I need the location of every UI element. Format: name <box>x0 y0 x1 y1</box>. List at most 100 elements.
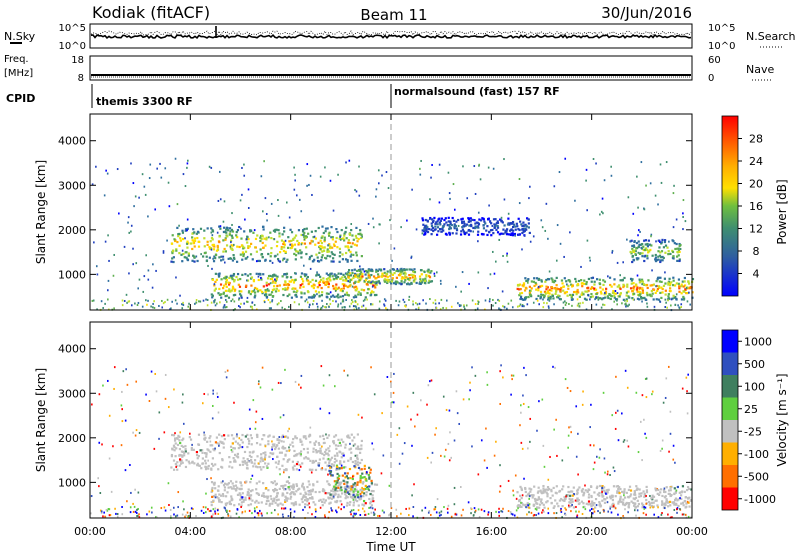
power-echo-cell <box>223 277 226 280</box>
velocity-echo-cell <box>350 513 352 516</box>
power-echo-cell <box>442 229 445 232</box>
power-echo-cell <box>162 250 165 253</box>
velocity-echo-cell <box>659 449 662 452</box>
velocity-echo-cell <box>637 451 640 454</box>
power-echo-cell <box>530 280 533 283</box>
power-echo-cell <box>655 258 658 262</box>
power-echo-cell <box>506 260 509 263</box>
power-echo-cell <box>378 300 381 303</box>
power-echo-cell <box>329 245 332 248</box>
velocity-echo-cell <box>499 402 502 405</box>
power-echo-cell <box>633 292 636 295</box>
power-echo-cell <box>606 295 609 298</box>
velocity-echo-cell <box>645 498 648 502</box>
velocity-echo-cell <box>665 498 668 501</box>
power-echo-cell <box>328 278 331 281</box>
power-echo-cell <box>371 303 374 306</box>
power-echo-cell <box>307 291 310 294</box>
power-echo-cell <box>325 272 328 275</box>
velocity-echo-cell <box>341 492 344 495</box>
velocity-echo-cell <box>349 501 352 504</box>
power-echo-cell <box>273 255 277 258</box>
power-echo-cell <box>518 228 521 232</box>
power-echo-cell <box>108 259 110 262</box>
power-echo-cell <box>556 296 559 299</box>
power-echo-cell <box>290 245 294 248</box>
power-echo-cell <box>409 277 412 280</box>
velocity-echo-cell <box>645 513 647 516</box>
power-echo-cell <box>390 282 393 285</box>
power-echo-cell <box>326 250 329 253</box>
power-echo-cell <box>187 159 189 162</box>
power-echo-cell <box>610 165 612 168</box>
power-echo-cell <box>277 199 279 202</box>
power-echo-cell <box>341 276 344 279</box>
power-echo-cell <box>210 293 213 296</box>
velocity-echo-cell <box>249 494 252 497</box>
power-echo-cell <box>488 300 491 303</box>
power-echo-cell <box>452 219 456 222</box>
power-echo-cell <box>248 229 252 232</box>
velocity-echo-cell <box>627 506 630 509</box>
power-echo-cell <box>249 273 252 276</box>
velocity-echo-cell <box>319 447 322 450</box>
velocity-echo-cell <box>284 454 287 457</box>
power-echo-cell <box>525 279 528 282</box>
velocity-echo-cell <box>357 413 360 416</box>
power-echo-cell <box>246 241 249 244</box>
power-echo-cell <box>311 278 314 282</box>
power-echo-cell <box>472 230 475 233</box>
velocity-echo-cell <box>644 377 647 380</box>
power-echo-cell <box>519 220 522 223</box>
velocity-echo-cell <box>296 488 300 491</box>
velocity-echo-cell <box>363 476 366 479</box>
power-echo-cell <box>686 300 689 303</box>
velocity-echo-cell <box>351 439 354 442</box>
power-echo-cell <box>332 257 335 260</box>
power-echo-cell <box>133 205 135 208</box>
power-echo-cell <box>204 251 207 254</box>
velocity-echo-cell <box>358 498 361 501</box>
velocity-echo-cell <box>249 497 252 500</box>
power-echo-cell <box>230 241 232 244</box>
power-echo-cell <box>216 302 218 305</box>
power-echo-cell <box>461 220 464 223</box>
power-echo-cell <box>154 208 157 211</box>
power-echo-cell <box>238 245 241 249</box>
velocity-echo-cell <box>348 467 352 471</box>
power-echo-cell <box>212 243 216 247</box>
power-echo-cell <box>383 268 386 271</box>
power-echo-cell <box>240 237 243 240</box>
velocity-echo-cell <box>667 489 671 492</box>
power-echo-cell <box>345 291 349 294</box>
power-echo-cell <box>500 232 503 235</box>
power-echo-cell <box>647 279 650 282</box>
velocity-echo-cell <box>517 504 520 507</box>
power-echo-cell <box>654 258 657 261</box>
power-echo-cell <box>425 228 428 231</box>
power-echo-cell <box>577 302 580 305</box>
nsearch-label: N.Search <box>746 30 796 43</box>
velocity-echo-cell <box>555 485 558 488</box>
power-echo-cell <box>132 247 134 250</box>
velocity-echo-cell <box>265 486 268 490</box>
velocity-echo-cell <box>290 511 293 514</box>
velocity-echo-cell <box>424 506 427 509</box>
power-echo-cell <box>421 281 424 284</box>
power-echo-cell <box>220 255 223 258</box>
power-echo-cell <box>403 281 406 284</box>
velocity-echo-cell <box>690 516 692 519</box>
velocity-echo-cell <box>426 456 429 459</box>
power-echo-cell <box>619 274 622 277</box>
velocity-echo-cell <box>292 437 295 441</box>
power-echo-cell <box>361 268 365 271</box>
velocity-echo-cell <box>578 510 580 513</box>
velocity-echo-cell <box>329 458 332 461</box>
velocity-echo-cell <box>296 460 299 464</box>
power-echo-cell <box>158 304 160 307</box>
velocity-echo-cell <box>536 506 539 509</box>
velocity-echo-cell <box>563 499 566 503</box>
power-echo-cell <box>176 240 179 244</box>
velocity-echo-cell <box>301 443 304 446</box>
velocity-echo-cell <box>634 502 637 505</box>
